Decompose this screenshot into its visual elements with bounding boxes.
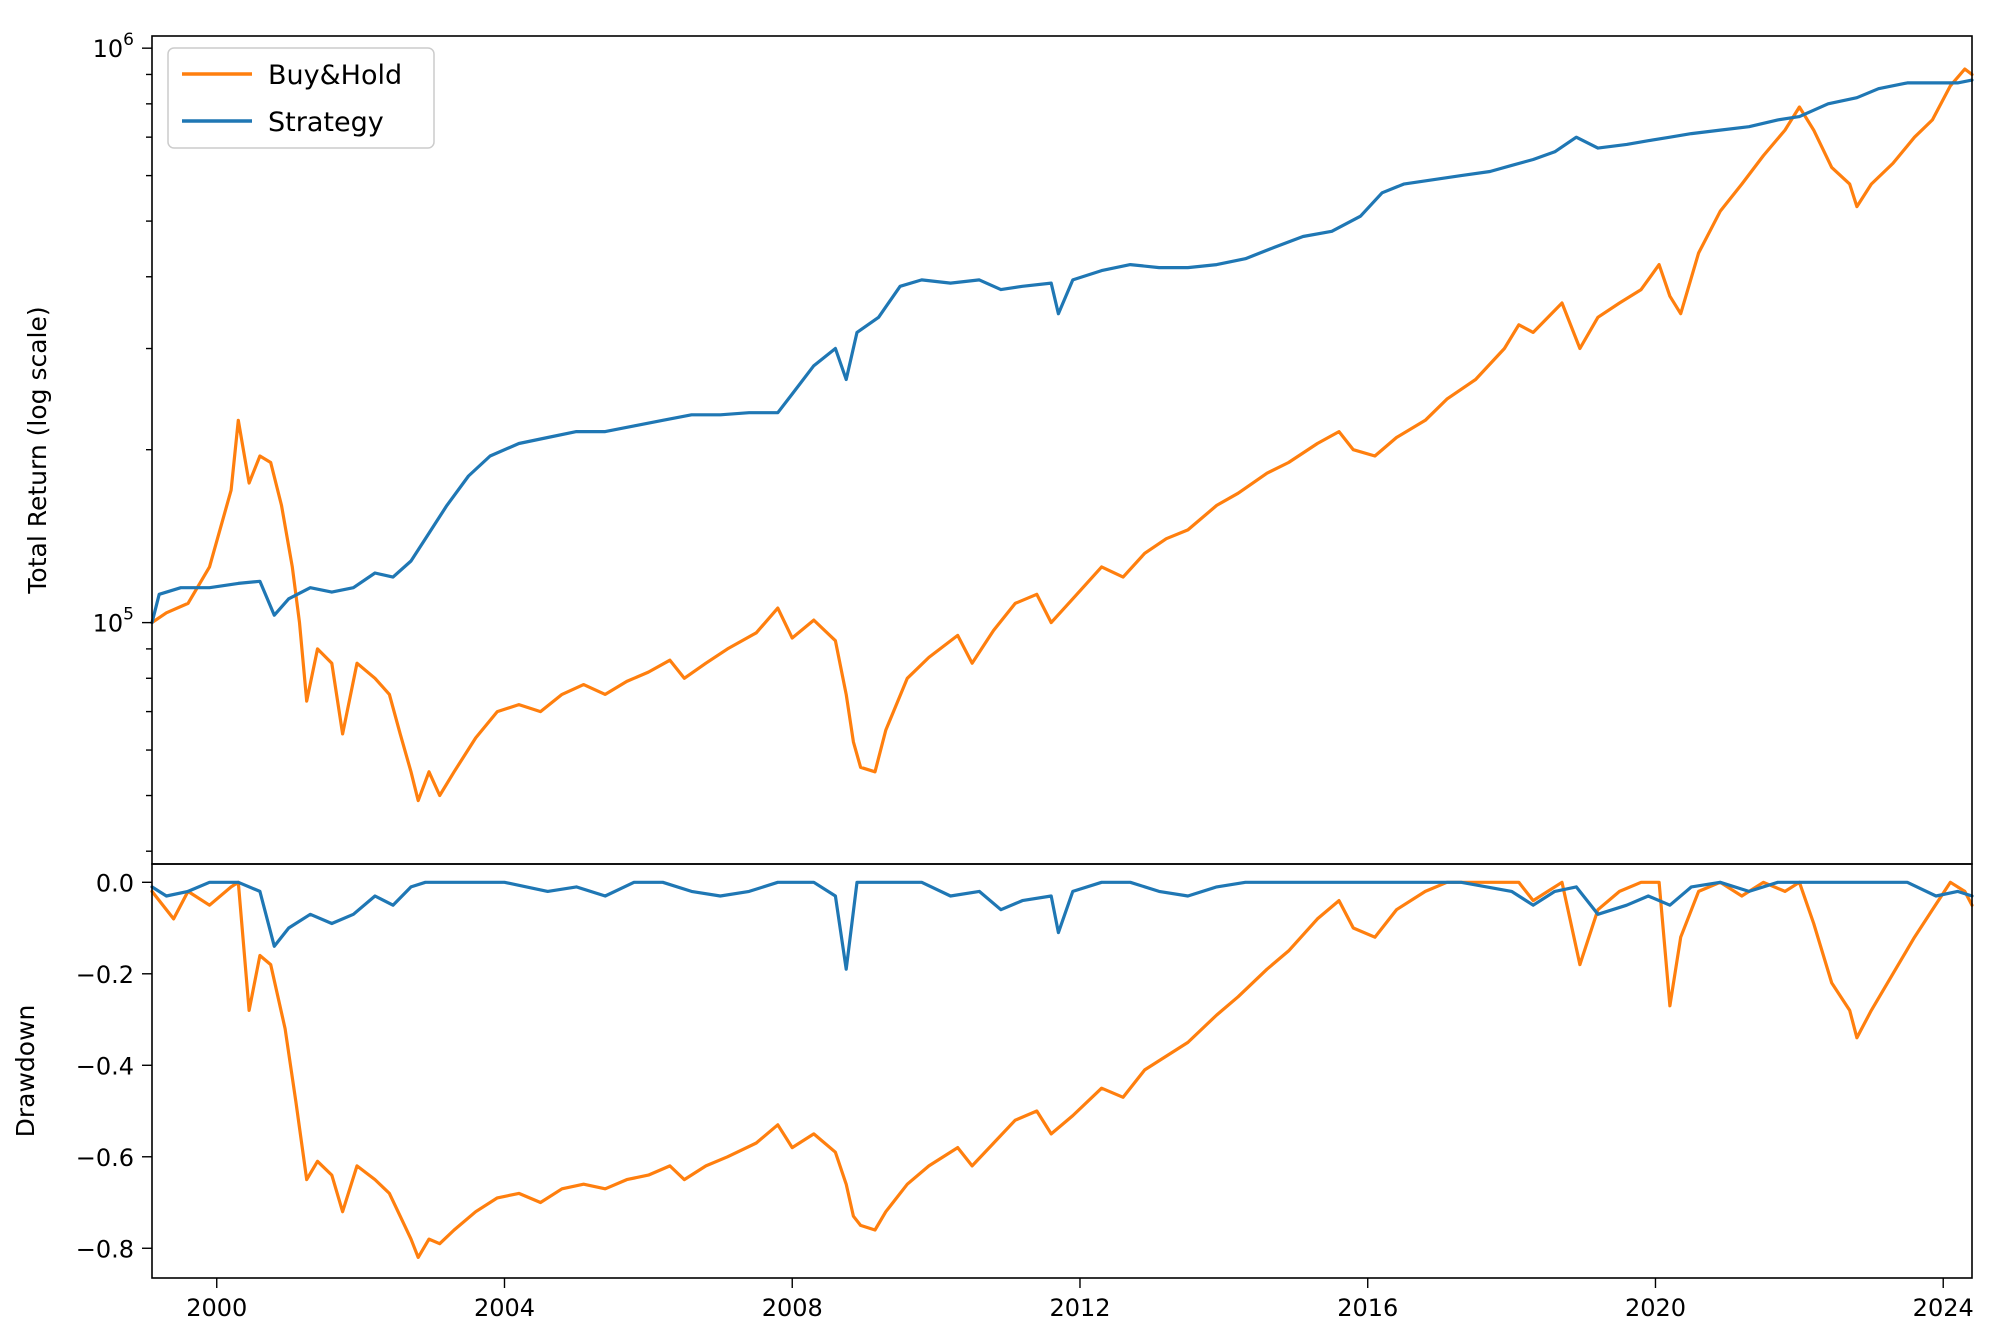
bottom-y-tick-label: −0.6 [76, 1144, 134, 1172]
bottom-y-tick-label: 0.0 [96, 869, 134, 897]
bottom-series-line-buy-hold [150, 880, 1974, 1259]
bottom-axes-frame [151, 863, 1973, 1279]
x-tick-label-2012: 2012 [1049, 1294, 1110, 1322]
top-series-line-buy-hold [150, 67, 1974, 803]
legend-label-buy-hold: Buy&Hold [268, 60, 402, 91]
legend-label-strategy: Strategy [268, 107, 384, 138]
top-y-axis-label: Total Return (log scale) [23, 306, 52, 594]
bottom-y-tick-label: −0.8 [76, 1235, 134, 1263]
bottom-x-ticks: 2000 2004 2008 2012 2016 2020 2024 [186, 1278, 1974, 1322]
x-tick-label-2004: 2004 [474, 1294, 535, 1322]
top-series-line-strategy [150, 78, 1974, 625]
x-tick-label-2020: 2020 [1625, 1294, 1686, 1322]
top-panel: 105 106 Total Return (log scale) Buy&Hold… [23, 30, 1974, 865]
bottom-panel: 0.0 −0.2 −0.4 −0.6 −0.8 2000 2004 2008 2012 2016… [11, 863, 1974, 1322]
top-y-tick-label-5: 105 [93, 605, 134, 638]
bottom-y-tick-label: −0.2 [76, 961, 134, 989]
bottom-y-tick-label: −0.4 [76, 1052, 134, 1080]
bottom-series-group [150, 880, 1974, 1259]
bottom-series-line-strategy [150, 880, 1974, 971]
x-tick-label-2024: 2024 [1913, 1294, 1974, 1322]
bottom-y-axis-label: Drawdown [11, 1005, 40, 1138]
bottom-y-ticks: 0.0 −0.2 −0.4 −0.6 −0.8 [76, 869, 152, 1263]
x-tick-label-2008: 2008 [762, 1294, 823, 1322]
top-axes-frame [151, 35, 1973, 865]
legend: Buy&Hold Strategy [167, 47, 435, 149]
top-y-ticks: 105 106 [93, 30, 152, 852]
x-tick-label-2016: 2016 [1337, 1294, 1398, 1322]
x-tick-label-2000: 2000 [186, 1294, 247, 1322]
top-y-tick-label-6: 106 [93, 30, 134, 63]
top-series-group [150, 67, 1974, 803]
